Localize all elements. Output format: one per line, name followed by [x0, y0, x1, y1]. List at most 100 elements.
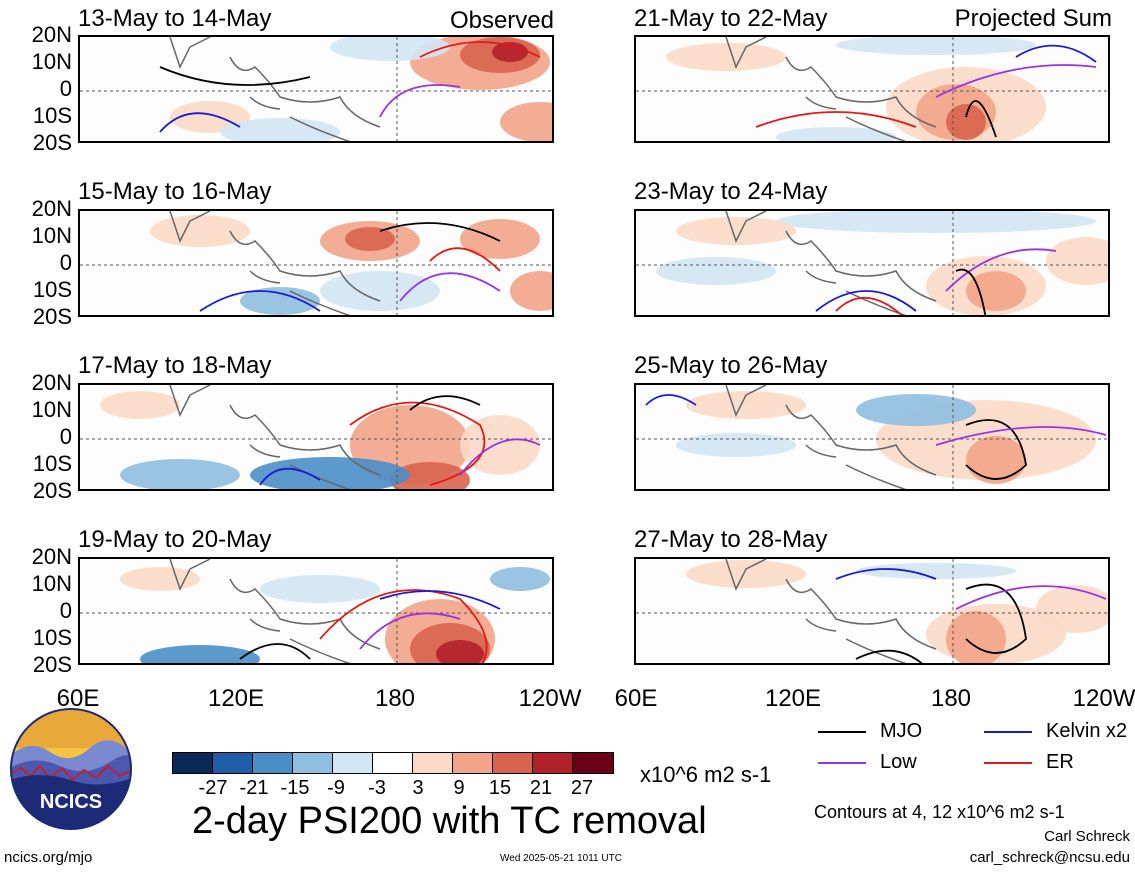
- contour-line: [645, 394, 697, 406]
- contour-line: [159, 66, 311, 86]
- coastline: [725, 37, 937, 141]
- anomaly-shading: [120, 567, 200, 591]
- contour-line: [835, 568, 937, 580]
- panel-title-5: 21-May to 22-May: [634, 5, 828, 32]
- contour-line: [1015, 44, 1097, 63]
- contour-line: [755, 111, 917, 128]
- panel-title-8: 27-May to 28-May: [634, 526, 828, 553]
- colorbar-tick: 9: [453, 777, 465, 799]
- legend-item-er: ER: [984, 751, 1074, 774]
- map-canvas: [636, 37, 1108, 141]
- lon-label-120e-left: 120E: [207, 685, 265, 712]
- colorbar-swatch-10: [573, 753, 613, 773]
- colorbar-swatch-8: [493, 753, 533, 773]
- colorbar-swatch-9: [533, 753, 573, 773]
- colorbar-tick: -9: [327, 777, 345, 799]
- author-email[interactable]: carl_schreck@ncsu.edu: [969, 849, 1130, 866]
- anomaly-shading: [776, 211, 1096, 233]
- map-panel-7: [634, 383, 1110, 491]
- panel-title-2: 15-May to 16-May: [78, 178, 272, 205]
- legend-label-er: ER: [1046, 751, 1074, 773]
- contours-note: Contours at 4, 12 x10^6 m2 s-1: [814, 802, 1065, 822]
- colorbar-tick: 3: [412, 777, 424, 799]
- contour-line: [429, 247, 501, 272]
- lat-label-10n: 10N: [31, 397, 72, 422]
- anomaly-shading: [490, 567, 550, 591]
- colorbar-tick: 15: [488, 777, 512, 799]
- anomaly-shading: [966, 271, 1026, 311]
- anomaly-shading: [1046, 237, 1108, 285]
- contour-line: [199, 290, 321, 312]
- coastline: [169, 385, 381, 489]
- colorbar-tick: 21: [529, 777, 553, 799]
- contour-line: [459, 438, 541, 476]
- colorbar-swatch-3: [293, 753, 333, 773]
- anomaly-shading: [500, 102, 552, 141]
- anomaly-shading: [946, 611, 1006, 663]
- colorbar-tick: -15: [280, 777, 310, 799]
- colorbar-units: x10^6 m2 s-1: [640, 762, 772, 787]
- panel-tag-projected: Projected Sum: [954, 5, 1112, 32]
- anomaly-shading: [220, 118, 340, 141]
- legend-item-mjo: MJO: [818, 720, 922, 743]
- legend-label-mjo: MJO: [880, 720, 923, 742]
- panel-title-4: 19-May to 20-May: [78, 526, 272, 553]
- anomaly-shading: [240, 287, 320, 315]
- anomaly-shading: [460, 415, 540, 475]
- anomaly-shading: [946, 104, 986, 140]
- timestamp: Wed 2025-05-21 1011 UTC: [500, 853, 622, 864]
- lat-label-10n: 10N: [31, 223, 72, 248]
- legend-line-kelvin: [984, 730, 1032, 733]
- contour-line: [815, 290, 917, 312]
- contour-line: [835, 296, 903, 315]
- contour-line: [359, 612, 461, 650]
- contour-line: [239, 643, 311, 660]
- colorbar-tick: -27: [198, 777, 228, 799]
- anomaly-shading: [856, 563, 1016, 579]
- lat-label-10s: 10S: [32, 451, 72, 476]
- anomaly-shading: [260, 575, 380, 603]
- anomaly-shading: [510, 271, 552, 311]
- map-panel-2: [78, 209, 554, 317]
- panel-title-7: 25-May to 26-May: [634, 352, 828, 379]
- contour-line: [409, 395, 481, 411]
- panel-title-1: 13-May to 14-May: [78, 5, 272, 32]
- website-link[interactable]: ncics.org/mjo: [4, 849, 93, 866]
- map-canvas: [636, 385, 1108, 489]
- lon-label-120w-right: 120W: [1072, 685, 1135, 712]
- legend-item-low: Low: [818, 751, 917, 774]
- legend-line-low: [818, 761, 866, 764]
- legend-line-er: [984, 761, 1032, 764]
- coastline: [725, 385, 937, 489]
- lon-label-120w-left: 120W: [518, 685, 582, 712]
- contour-line: [399, 272, 501, 302]
- contour-line: [955, 585, 1107, 610]
- contour-line: [855, 649, 923, 663]
- anomaly-shading: [686, 560, 806, 588]
- map-panel-6: [634, 209, 1110, 317]
- lat-label-10n: 10N: [31, 571, 72, 596]
- contour-line: [955, 268, 987, 315]
- lat-label-0: 0: [59, 424, 72, 449]
- contour-line: [259, 467, 321, 486]
- map-panel-8: [634, 557, 1110, 665]
- colorbar-tick: -21: [239, 777, 269, 799]
- map-panel-1: [78, 35, 554, 143]
- lat-label-20s: 20S: [32, 478, 72, 503]
- lon-label-60e-right: 60E: [614, 685, 658, 712]
- colorbar-swatch-4: [333, 753, 373, 773]
- anomaly-shading: [666, 43, 786, 71]
- lat-label-20n: 20N: [31, 22, 72, 47]
- contour-line: [379, 222, 501, 242]
- map-canvas: [636, 559, 1108, 663]
- legend-label-low: Low: [880, 751, 917, 773]
- colorbar-swatch-1: [213, 753, 253, 773]
- anomaly-shading: [966, 436, 1026, 484]
- lat-label-10s: 10S: [32, 625, 72, 650]
- colorbar-swatch-0: [173, 753, 213, 773]
- contour-line: [319, 589, 488, 663]
- lat-label-10s: 10S: [32, 103, 72, 128]
- contour-line: [159, 112, 241, 133]
- figure-title: 2-day PSI200 with TC removal: [192, 800, 707, 842]
- map-canvas: [80, 37, 552, 141]
